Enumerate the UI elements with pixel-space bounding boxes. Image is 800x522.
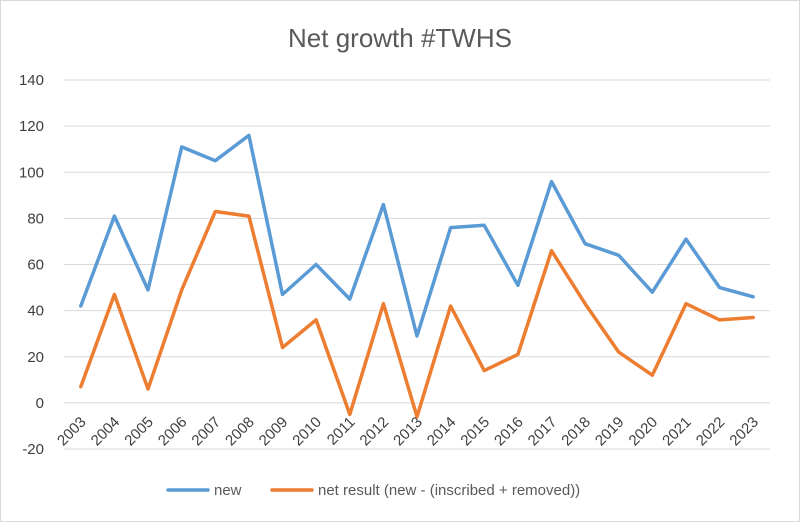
series-line-0: [79, 133, 755, 338]
series-line-1: [79, 209, 755, 419]
y-tick-label: 140: [19, 72, 44, 89]
legend-label: net result (new - (inscribed + removed)): [318, 482, 580, 499]
chart-title: Net growth #TWHS: [288, 23, 512, 53]
x-tick-label: 2021: [659, 414, 695, 450]
x-tick-label: 2013: [390, 414, 426, 450]
x-tick-label: 2023: [726, 414, 762, 450]
x-tick-label: 2008: [222, 414, 258, 450]
legend: new net result (new - (inscribed + remove…: [166, 482, 580, 499]
x-tick-label: 2005: [121, 414, 157, 450]
y-tick-label: 80: [27, 210, 44, 227]
legend-label: new: [214, 482, 242, 499]
x-tick-label: 2009: [256, 414, 292, 450]
x-tick-label: 2003: [54, 414, 90, 450]
x-tick-label: 2007: [188, 414, 224, 450]
x-tick-label: 2018: [558, 414, 594, 450]
x-tick-label: 2017: [525, 414, 561, 450]
gridlines: [64, 79, 770, 450]
y-tick-label: 100: [19, 164, 44, 181]
x-tick-label: 2019: [592, 414, 628, 450]
y-tick-label: 60: [27, 257, 44, 274]
y-tick-label: 120: [19, 118, 44, 135]
series-lines: [79, 133, 755, 419]
y-tick-label: 40: [27, 303, 44, 320]
x-tick-label: 2012: [357, 414, 393, 450]
x-tick-label: 2011: [324, 414, 359, 449]
x-tick-label: 2010: [289, 414, 325, 450]
y-axis-ticks: -20 0 20 40 60 80 100 120 140: [19, 72, 44, 458]
x-axis-ticks: 2003200420052006200720082009201020112012…: [54, 414, 762, 450]
x-tick-label: 2014: [424, 414, 460, 450]
x-tick-label: 2006: [155, 414, 191, 450]
x-tick-label: 2020: [626, 414, 662, 450]
x-tick-label: 2022: [693, 414, 729, 450]
y-tick-label: 20: [27, 349, 44, 366]
x-tick-label: 2004: [88, 414, 124, 450]
x-tick-label: 2015: [457, 414, 493, 450]
y-tick-label: 0: [36, 395, 44, 412]
y-tick-label: -20: [22, 441, 44, 458]
x-tick-label: 2016: [491, 414, 527, 450]
